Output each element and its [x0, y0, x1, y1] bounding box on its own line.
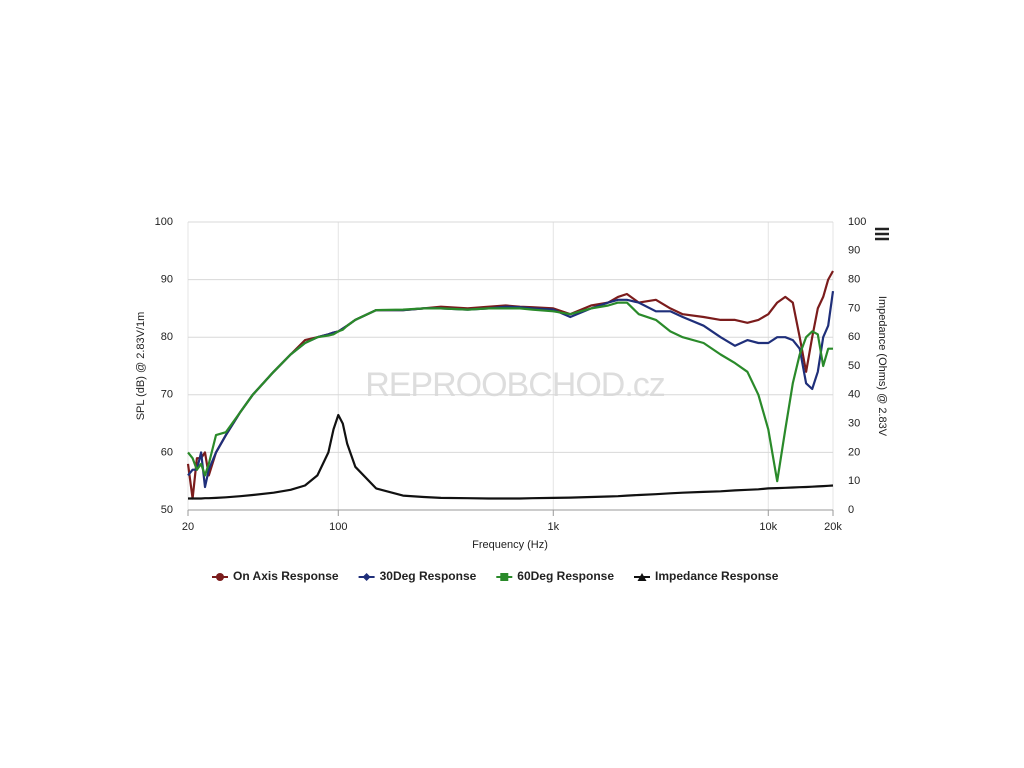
legend: On Axis Response 30Deg Response 60Deg Resp…: [212, 569, 779, 583]
legend-label: 60Deg Response: [517, 569, 614, 583]
y-tick-label: 90: [161, 274, 173, 286]
y2-tick-label: 100: [848, 216, 866, 228]
y2-tick-label: 50: [848, 360, 860, 372]
legend-marker: [500, 573, 509, 581]
y2-tick-label: 10: [848, 475, 860, 487]
y2-tick-label: 30: [848, 418, 860, 430]
y2-tick-label: 80: [848, 274, 860, 286]
legend-marker: [362, 573, 371, 581]
y2-tick-label: 90: [848, 245, 860, 257]
y2-tick-label: 40: [848, 389, 860, 401]
y-tick-label: 50: [161, 504, 173, 516]
y-tick-label: 70: [161, 389, 173, 401]
legend-label: Impedance Response: [655, 569, 779, 583]
legend-item[interactable]: On Axis Response: [212, 569, 339, 583]
legend-item[interactable]: 30Deg Response: [358, 569, 477, 583]
y2-axis-label: Impedance (Ohms) @ 2.83V: [876, 296, 888, 437]
x-axis-label: Frequency (Hz): [472, 539, 548, 551]
menu-icon[interactable]: [875, 227, 889, 241]
y2-tick-label: 0: [848, 504, 854, 516]
legend-item[interactable]: 60Deg Response: [496, 569, 614, 583]
legend-marker: [216, 573, 224, 581]
y-tick-label: 80: [161, 331, 173, 343]
y2-tick-label: 70: [848, 302, 860, 314]
x-tick-label: 100: [329, 521, 347, 533]
y2-tick-label: 60: [848, 331, 860, 343]
y2-tick-label: 20: [848, 446, 860, 458]
y-tick-label: 60: [161, 446, 173, 458]
legend-label: 30Deg Response: [380, 569, 477, 583]
x-tick-label: 10k: [759, 521, 777, 533]
y-axis-label: SPL (dB) @ 2.83V/1m: [135, 312, 147, 421]
legend-marker: [637, 573, 647, 581]
watermark: REPROOBCHOD.cz: [365, 366, 665, 404]
x-tick-label: 1k: [547, 521, 559, 533]
y-tick-label: 100: [155, 216, 173, 228]
legend-item[interactable]: Impedance Response: [634, 569, 779, 583]
series-line: [188, 413, 834, 500]
x-tick-label: 20: [182, 521, 194, 533]
series-line: [187, 301, 833, 483]
legend-label: On Axis Response: [233, 569, 339, 583]
x-tick-label: 20k: [824, 521, 842, 533]
